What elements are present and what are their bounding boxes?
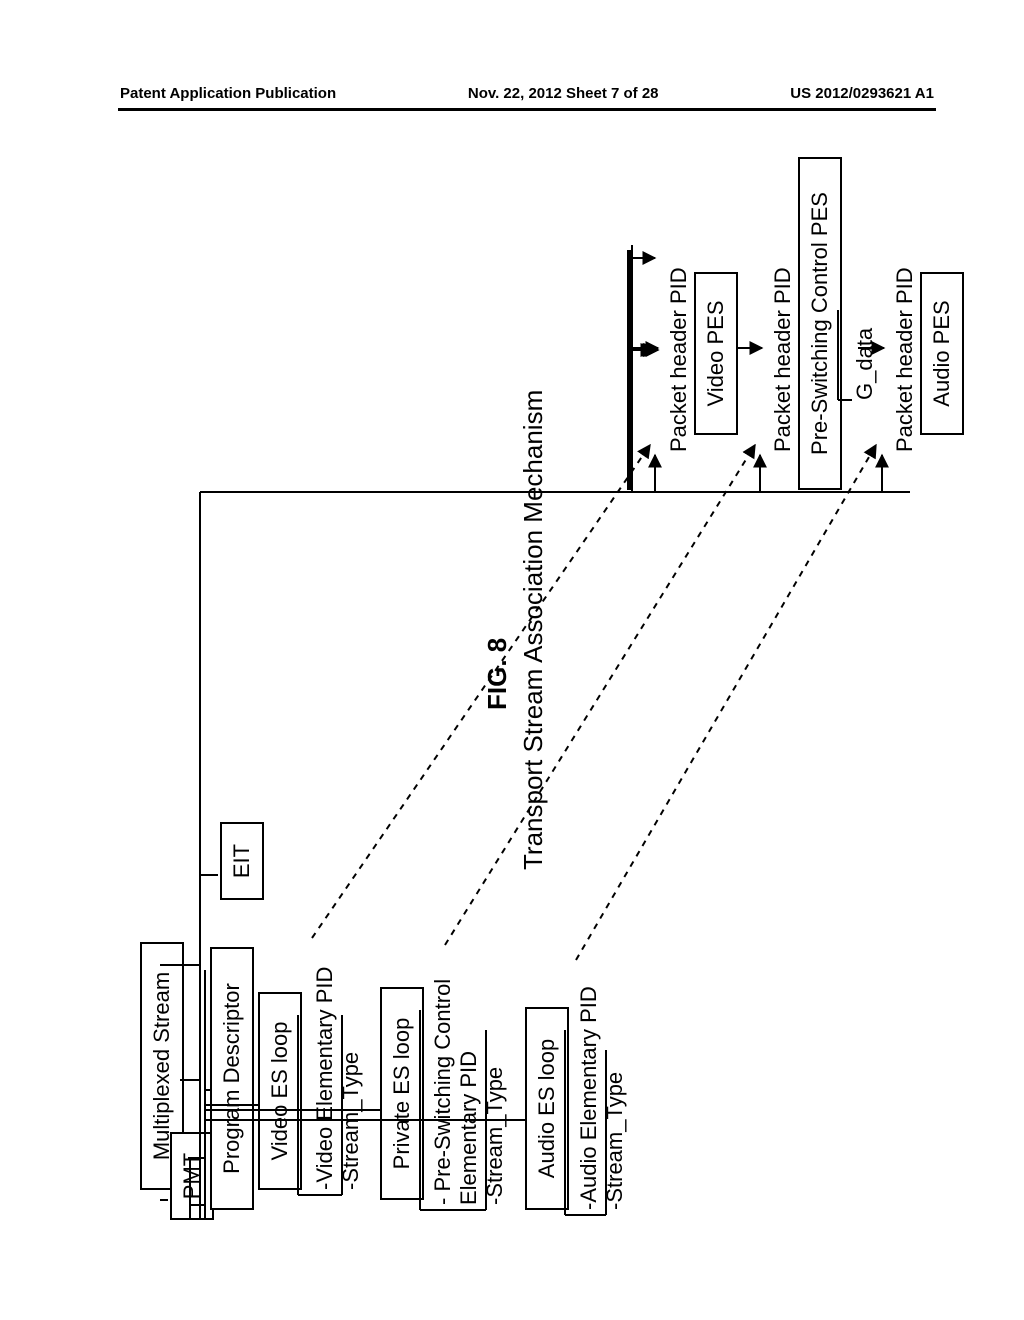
figure-area: FIG. 8 Transport Stream Association Mech… [110, 150, 910, 1230]
header-center: Nov. 22, 2012 Sheet 7 of 28 [468, 85, 659, 102]
private-es-loop-box: Private ES loop [380, 987, 424, 1200]
pmt-box: PMT [170, 1132, 214, 1220]
packet-header-pid-3: Packet header PID [892, 267, 918, 452]
page-header: Patent Application Publication Nov. 22, … [120, 85, 934, 102]
video-elem-pid-label: -Video Elementary PID [312, 967, 338, 1190]
page-root: Patent Application Publication Nov. 22, … [0, 0, 1024, 1320]
eit-box: EIT [220, 822, 264, 900]
video-es-loop-box: Video ES loop [258, 992, 302, 1190]
program-descriptor-box: Program Descriptor [210, 947, 254, 1210]
preswitch-stream-type-label: -Stream_Type [482, 1067, 508, 1205]
preswitching-pes-box: Pre-Switching Control PES [798, 157, 842, 490]
header-right: US 2012/0293621 A1 [790, 85, 934, 102]
preswitch-elem-pid-label1: - Pre-Switching Control [430, 979, 456, 1205]
g-data-label: G_data [852, 328, 878, 400]
audio-es-loop-box: Audio ES loop [525, 1007, 569, 1210]
preswitch-elem-pid-label2: Elementary PID [456, 1051, 482, 1205]
audio-stream-type-label: -Stream_Type [602, 1072, 628, 1210]
header-underline [118, 108, 936, 111]
packet-header-pid-2: Packet header PID [770, 267, 796, 452]
figure-title: FIG. 8 [482, 638, 513, 710]
packet-header-pid-1: Packet header PID [666, 267, 692, 452]
video-stream-type-label: -Stream_Type [338, 1052, 364, 1190]
audio-elem-pid-label: -Audio Elementary PID [576, 986, 602, 1210]
video-pes-box: Video PES [694, 272, 738, 435]
audio-pes-box: Audio PES [920, 272, 964, 435]
figure-subtitle: Transport Stream Association Mechanism [518, 390, 549, 870]
header-left: Patent Application Publication [120, 85, 336, 102]
